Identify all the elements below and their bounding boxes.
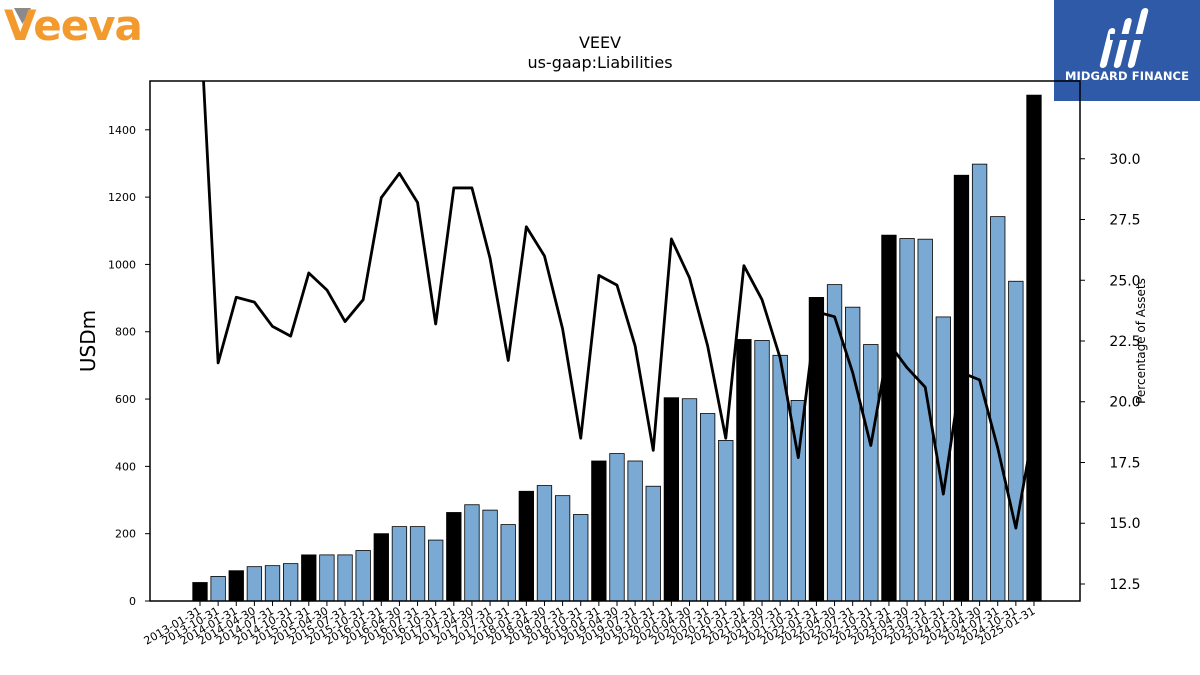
bar-quarter [754, 340, 770, 602]
bar-quarter [627, 460, 643, 602]
bar-quarter [282, 563, 299, 602]
y-tick-label-left: 1400 [108, 124, 136, 137]
bar-annual [301, 554, 317, 602]
bar-annual [953, 174, 970, 602]
bar-quarter [609, 453, 625, 602]
svg-text:Veeva: Veeva [4, 1, 142, 50]
bar-annual [373, 533, 389, 602]
y-tick-label-right: 25.0 [1109, 273, 1140, 289]
y-tick-label-right: 17.5 [1109, 455, 1140, 471]
y-axis-label-left: USDm [76, 310, 100, 372]
y-tick-label-right: 30.0 [1109, 152, 1140, 168]
bar-annual [192, 582, 208, 602]
y-tick-label-left: 200 [115, 528, 136, 541]
y-tick-label-left: 1200 [108, 191, 136, 204]
midgard-finance-logo: MIDGARD FINANCE [1054, 0, 1200, 101]
bar-quarter [337, 554, 353, 602]
bar-quarter [681, 398, 698, 602]
bar-annual [446, 512, 462, 602]
bar-quarter [699, 413, 716, 602]
bar-quarter [264, 565, 281, 602]
y-tick-label-right: 27.5 [1109, 213, 1140, 229]
bar-quarter [554, 495, 571, 602]
bar-quarter [536, 485, 553, 602]
bar-quarter [409, 526, 426, 602]
bar-quarter [863, 344, 879, 602]
y-tick-label-left: 0 [129, 595, 136, 608]
bar-annual [1026, 94, 1042, 602]
y-tick-label-left: 400 [115, 460, 136, 473]
bar-quarter [500, 524, 516, 602]
bar-annual [228, 570, 244, 602]
bar-annual [736, 339, 752, 602]
y-tick-label-left: 1000 [108, 258, 136, 271]
bar-annual [881, 234, 897, 602]
bar-annual [518, 490, 534, 602]
chart-subtitle: us-gaap:Liabilities [527, 53, 673, 72]
y-tick-label-right: 22.5 [1109, 334, 1140, 350]
bar-quarter [482, 509, 498, 602]
bar-quarter [573, 514, 589, 602]
bar-quarter [645, 485, 661, 602]
y-tick-label-right: 12.5 [1109, 577, 1140, 593]
bar-quarter [718, 440, 734, 602]
bar-quarter [899, 238, 915, 602]
bar-quarter [428, 539, 444, 602]
y-tick-label-right: 20.0 [1109, 395, 1140, 411]
bar-quarter [391, 526, 408, 602]
y-tick-label-left: 600 [115, 393, 136, 406]
bar-quarter [845, 306, 861, 602]
bar-quarter [210, 576, 226, 602]
bar-quarter [990, 216, 1006, 602]
bar-quarter [319, 554, 335, 602]
series-line-percentage-of-assets [202, 81, 1036, 530]
y-tick-label-left: 800 [115, 326, 136, 339]
bar-quarter [246, 566, 263, 602]
bar-quarter [1008, 280, 1024, 602]
midgard-brand-label: MIDGARD FINANCE [1064, 69, 1190, 83]
bar-quarter [355, 550, 371, 602]
bar-annual [663, 397, 680, 602]
veeva-logo: Veeva [0, 0, 175, 54]
bar-quarter [464, 504, 480, 602]
y-axis-label-right: Percentage of Assets [1134, 278, 1148, 404]
bar-annual [591, 460, 607, 602]
chart-title: VEEV [578, 33, 622, 52]
y-tick-label-right: 15.0 [1109, 516, 1140, 532]
